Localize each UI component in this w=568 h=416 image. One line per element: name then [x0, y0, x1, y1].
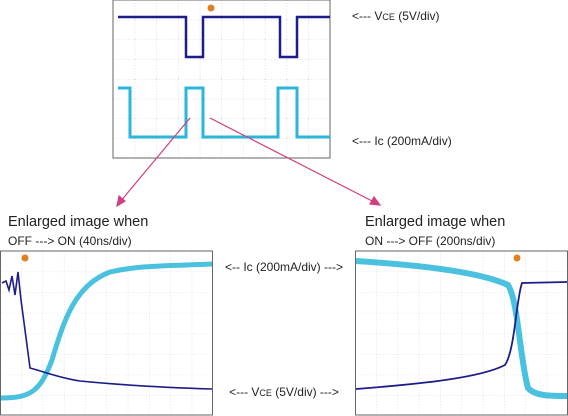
- left-caption: OFF ---> ON (40ns/div): [8, 234, 132, 248]
- mid-ic-label: <-- Ic (200mA/div) --->: [225, 260, 343, 274]
- right-heading: Enlarged image when: [365, 214, 505, 230]
- top-ic-label: <--- Ic (200mA/div): [352, 134, 452, 148]
- label-part: CE: [259, 388, 272, 398]
- top-vce-label: <--- VCE (5V/div): [352, 9, 440, 23]
- left-scope: [0, 250, 213, 416]
- label-part: <--- V: [229, 385, 259, 399]
- arrows: [116, 117, 382, 208]
- top-scope: [112, 0, 331, 159]
- left-heading: Enlarged image when: [8, 214, 148, 230]
- label-part: <--- V: [352, 9, 382, 23]
- right-scope: [355, 250, 568, 416]
- right-caption: ON ---> OFF (200ns/div): [365, 234, 495, 248]
- label-part: (5V/div): [395, 9, 440, 23]
- label-part: (5V/div) --->: [272, 385, 339, 399]
- label-part: CE: [382, 12, 395, 22]
- mid-vce-label: <--- VCE (5V/div) --->: [229, 385, 339, 399]
